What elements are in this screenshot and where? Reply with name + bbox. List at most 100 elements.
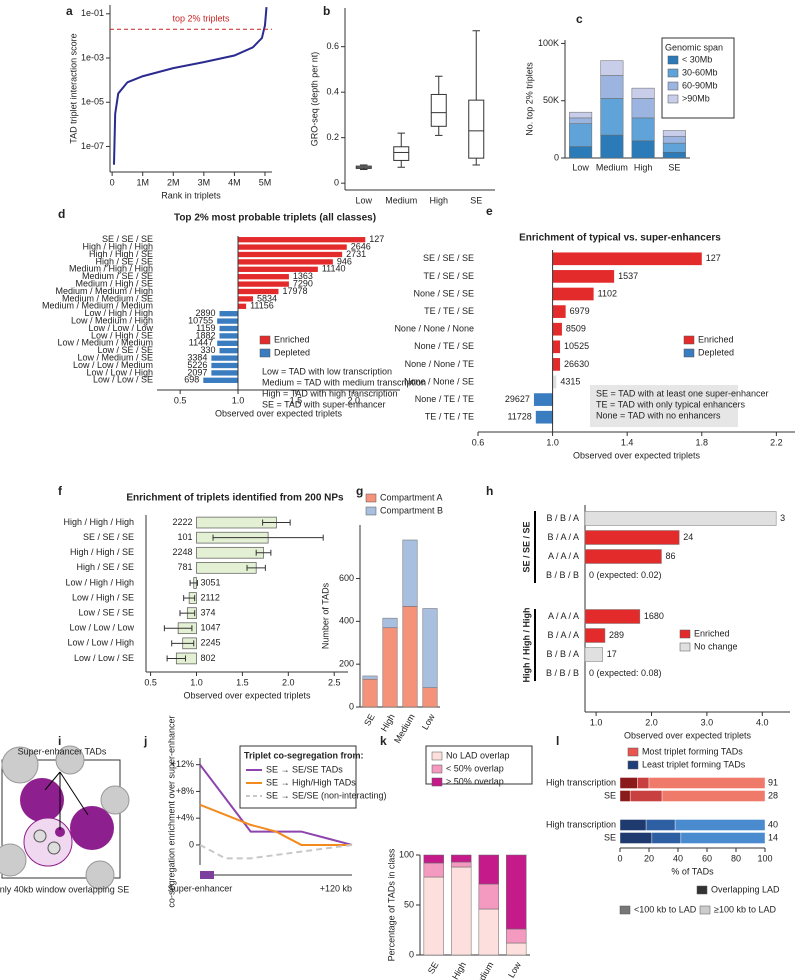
pointer — [59, 771, 89, 816]
category-label: High / SE / SE — [76, 562, 134, 572]
bar-segment — [637, 777, 650, 789]
bar — [584, 549, 662, 564]
category-label: High transcription — [546, 819, 616, 829]
y-tick-label: 0.6 — [326, 41, 339, 51]
bar-segment — [600, 134, 624, 159]
legend-label: SE → High/High TADs — [266, 777, 356, 787]
x-tick-label: 2.0 — [645, 717, 658, 727]
bar-segment — [648, 777, 766, 789]
count-label: 698 — [184, 375, 199, 385]
x-tick-label: 2.0 — [282, 677, 295, 687]
bar — [552, 305, 566, 318]
bar-segment — [619, 819, 647, 831]
note: Medium = TAD with medium transcription — [262, 377, 426, 387]
count-label: 2646 — [351, 241, 371, 251]
legend-label: < 30Mb — [682, 54, 712, 64]
legend-swatch — [431, 764, 443, 774]
x-tick-label: SE — [426, 960, 441, 975]
x-tick-label: 1.0 — [232, 395, 245, 405]
panel-letter: c — [576, 12, 583, 26]
panel-letter: d — [58, 207, 65, 221]
count-label: 2222 — [172, 517, 192, 527]
category-label: B / B / A — [546, 649, 579, 659]
bar — [238, 288, 279, 295]
category-label: SE — [604, 832, 616, 842]
count-label: 17 — [607, 649, 617, 659]
legend-label: Least triplet forming TADs — [642, 759, 746, 769]
box — [430, 93, 447, 127]
count-label: 17978 — [283, 286, 308, 296]
category-label: Low / Medium / Medium — [57, 338, 153, 348]
count-label: 2245 — [201, 638, 221, 648]
legend-swatch — [667, 55, 679, 65]
bar-segment — [423, 862, 444, 878]
series-line — [112, 7, 268, 165]
count-label: 2112 — [201, 592, 220, 602]
x-axis-label: Observed over expected triplets — [215, 408, 343, 418]
x-start-label: Super-enhancer — [168, 883, 233, 893]
bar-segment — [506, 942, 527, 956]
bar-segment — [423, 854, 444, 864]
bar — [238, 303, 247, 309]
bar-segment — [619, 790, 631, 802]
legend-label: <100 kb to LAD — [634, 904, 697, 914]
bar — [552, 252, 702, 266]
bar — [584, 609, 641, 624]
category-label: B / B / B — [546, 570, 579, 580]
legend-label: Compartment A — [380, 492, 443, 502]
series-line — [199, 803, 352, 846]
x-tick-label: Low — [572, 162, 589, 172]
bar — [238, 296, 254, 302]
category-label: High transcription — [546, 777, 616, 787]
category-label: Low / High / High — [65, 577, 134, 587]
window — [33, 829, 47, 843]
legend-label: 60-90Mb — [682, 80, 718, 90]
category-label: Low / SE / SE — [97, 345, 153, 355]
legend-label: Overlapping LAD — [711, 884, 780, 894]
panel-letter: b — [323, 4, 330, 18]
bar-segment — [629, 790, 663, 802]
feature-box — [200, 871, 214, 879]
y-tick-label: 0 — [189, 839, 194, 849]
category-label: Low / Low / Low — [69, 623, 134, 633]
legend-swatch — [679, 629, 691, 639]
se-tad — [70, 806, 114, 850]
x-tick-label: 80 — [731, 853, 741, 863]
tad-circle — [0, 843, 27, 877]
count-label: 11728 — [507, 412, 531, 422]
legend-swatch — [259, 335, 271, 345]
bar — [535, 410, 553, 424]
x-tick-label: 3.0 — [701, 717, 714, 727]
panel-letter: e — [486, 204, 493, 218]
legend-swatch — [431, 777, 443, 787]
window-se — [55, 827, 65, 837]
y-tick-label: 0.4 — [326, 87, 339, 97]
category-label: None / SE / SE — [413, 288, 474, 298]
panel-letter: a — [66, 4, 73, 18]
category-label: High / SE / SE — [95, 256, 153, 266]
y-axis-label: Percentage of TADs in class — [386, 848, 396, 961]
category-label: SE / SE / SE — [83, 532, 134, 542]
legend-swatch — [619, 905, 631, 915]
pointer — [44, 771, 61, 791]
count-label: 330 — [200, 345, 215, 355]
bar — [552, 340, 561, 354]
bar-segment — [478, 854, 499, 885]
x-tick-label: Low — [420, 712, 437, 732]
count-label: 946 — [337, 256, 352, 266]
bar-segment — [631, 140, 655, 159]
bar — [552, 287, 594, 301]
panel-letter: l — [556, 734, 559, 748]
legend-label: >90Mb — [682, 93, 710, 103]
count-label: 10525 — [564, 341, 589, 351]
group-label: SE / SE / SE — [521, 521, 531, 572]
panel-letter: k — [380, 734, 387, 748]
x-tick-label: 40 — [673, 853, 683, 863]
bar-segment — [422, 608, 438, 688]
x-tick-label: SE — [470, 195, 482, 205]
bar-segment — [451, 866, 472, 956]
category-label: Low / High / High — [84, 308, 153, 318]
y-tick-label: 400 — [339, 616, 354, 626]
bar-segment — [600, 98, 624, 136]
category-label: Medium / SE / SE — [82, 271, 153, 281]
